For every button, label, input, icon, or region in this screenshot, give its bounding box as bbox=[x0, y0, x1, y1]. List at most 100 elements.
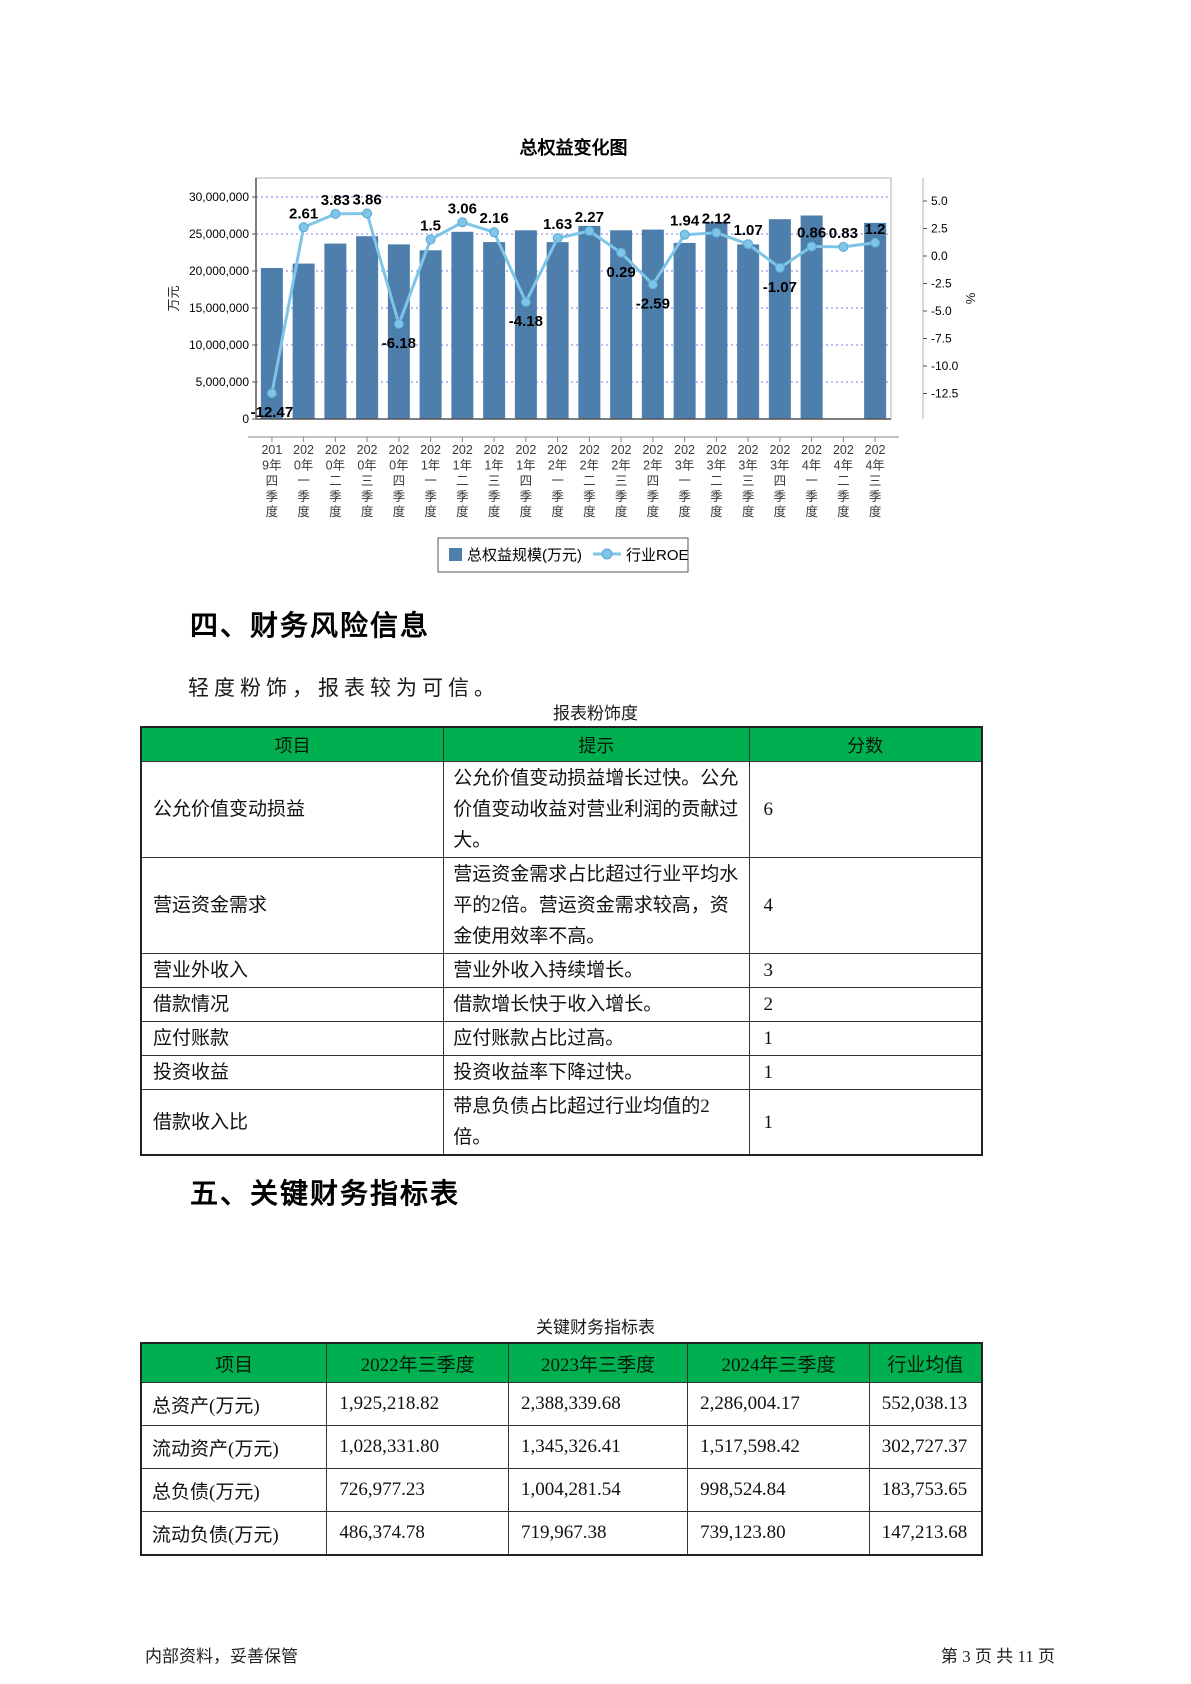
x-axis-label: 202 3年三季度 bbox=[738, 443, 759, 519]
line-point bbox=[393, 319, 404, 329]
data-label: -1.07 bbox=[763, 279, 797, 296]
data-label: 1.5 bbox=[420, 218, 441, 235]
line-point bbox=[616, 247, 627, 258]
table-cell: 2,286,004.17 bbox=[687, 1382, 870, 1426]
x-axis-label: 202 3年一季度 bbox=[674, 443, 695, 519]
right-axis-tick: -5.0 bbox=[931, 304, 952, 318]
line-point bbox=[711, 227, 722, 238]
table-cell: 739,123.80 bbox=[687, 1511, 870, 1556]
left-axis-tick: 5,000,000 bbox=[196, 375, 250, 389]
right-axis-tick: 2.5 bbox=[931, 222, 948, 236]
table-cell: 借款收入比 bbox=[140, 1089, 445, 1156]
column-header: 项目 bbox=[140, 726, 445, 762]
x-axis-label: 202 2年三季度 bbox=[611, 443, 632, 519]
chart-title: 总权益变化图 bbox=[520, 137, 628, 158]
data-label: -12.47 bbox=[251, 404, 294, 421]
data-label: 1.2 bbox=[865, 221, 886, 238]
bar bbox=[483, 242, 506, 419]
line-point bbox=[457, 217, 468, 228]
table-cell: 流动负债(万元) bbox=[140, 1511, 328, 1556]
line-point bbox=[552, 233, 563, 244]
footer-page-number: 第 3 页 共 11 页 bbox=[940, 1647, 1055, 1666]
bar bbox=[546, 242, 569, 419]
bar bbox=[641, 229, 664, 419]
line-point bbox=[298, 222, 309, 233]
table-cell: 183,753.65 bbox=[868, 1468, 983, 1512]
x-axis-label: 202 3年四季度 bbox=[769, 443, 790, 519]
table-cell: 借款增长快于收入增长。 bbox=[443, 987, 750, 1022]
line-point bbox=[743, 239, 754, 250]
data-label: -4.18 bbox=[509, 313, 543, 330]
table-row: 公允价值变动损益 公允价值变动损益增长过快。公允价值变动收益对营业利润的贡献过大。… bbox=[140, 761, 983, 858]
x-axis-label: 202 2年四季度 bbox=[642, 443, 663, 519]
data-label: -2.59 bbox=[636, 296, 670, 313]
table-row: 借款收入比 带息负债占比超过行业均值的2倍。 1 bbox=[140, 1089, 983, 1156]
x-axis-label: 202 4年二季度 bbox=[833, 443, 854, 519]
table-cell: 营运资金需求 bbox=[140, 857, 445, 954]
left-axis-tick: 0 bbox=[242, 412, 249, 426]
line-point bbox=[870, 237, 881, 248]
table-cell: 借款情况 bbox=[140, 987, 445, 1022]
data-label: 1.63 bbox=[543, 216, 572, 233]
header-row: 项目 2022年三季度 2023年三季度 2024年三季度 行业均值 bbox=[140, 1342, 983, 1383]
x-axis-label: 202 3年二季度 bbox=[706, 443, 727, 519]
bar bbox=[292, 263, 315, 419]
table-row: 营业外收入 营业外收入持续增长。 3 bbox=[140, 953, 983, 988]
x-axis-label: 202 1年一季度 bbox=[420, 443, 441, 519]
table-cell: 1,517,598.42 bbox=[687, 1425, 870, 1469]
table-cell: 4 bbox=[748, 857, 983, 954]
x-axis-label: 202 0年四季度 bbox=[388, 443, 409, 519]
table-cell: 2 bbox=[748, 987, 983, 1022]
line-point bbox=[838, 241, 849, 252]
right-axis-tick: 5.0 bbox=[931, 194, 948, 208]
right-axis-tick: -2.5 bbox=[931, 277, 952, 291]
table-row: 总资产(万元) 1,925,218.82 2,388,339.68 2,286,004… bbox=[140, 1382, 983, 1426]
table-cell: 1,345,326.41 bbox=[507, 1425, 689, 1469]
table-cell: 147,213.68 bbox=[868, 1511, 983, 1556]
x-axis-label: 202 1年四季度 bbox=[515, 443, 536, 519]
bar bbox=[673, 242, 696, 419]
footer-confidential-note: 内部资料，妥善保管 bbox=[145, 1647, 298, 1666]
key-indicators-table: 项目 2022年三季度 2023年三季度 2024年三季度 行业均值 总资产(万元) 1,9… bbox=[140, 1342, 983, 1556]
left-axis-tick: 15,000,000 bbox=[189, 301, 249, 315]
bar bbox=[800, 215, 823, 419]
x-axis-label: 202 4年三季度 bbox=[865, 443, 886, 519]
equity-change-chart: 总权益变化图 0 5,000,000 10,000,000 15,000,000 20,0… bbox=[163, 128, 1003, 588]
bar bbox=[514, 230, 537, 419]
bar bbox=[356, 236, 379, 419]
column-header: 提示 bbox=[443, 726, 750, 762]
table-cell: 1,925,218.82 bbox=[326, 1382, 509, 1426]
line-point bbox=[520, 297, 531, 307]
column-header: 2022年三季度 bbox=[326, 1342, 509, 1383]
bar bbox=[610, 230, 633, 419]
left-axis-tick: 20,000,000 bbox=[189, 264, 249, 278]
left-axis-tick: 10,000,000 bbox=[189, 338, 249, 352]
legend-bar-label: 总权益规模(万元) bbox=[467, 547, 582, 564]
data-label: 2.12 bbox=[702, 211, 731, 228]
line-point bbox=[330, 208, 341, 219]
bar bbox=[768, 219, 791, 419]
data-label: 0.86 bbox=[797, 225, 826, 242]
line-point bbox=[806, 241, 817, 252]
table-cell: 1 bbox=[748, 1089, 983, 1156]
x-axis-label: 201 9年四季度 bbox=[261, 443, 282, 519]
data-label: 0.83 bbox=[829, 225, 858, 242]
line-point bbox=[266, 388, 277, 399]
table-cell: 应付账款占比过高。 bbox=[443, 1021, 750, 1056]
data-label: 2.27 bbox=[575, 209, 604, 226]
column-header: 行业均值 bbox=[868, 1342, 983, 1383]
line-point bbox=[584, 226, 595, 236]
bar bbox=[324, 243, 347, 419]
table-cell: 552,038.13 bbox=[868, 1382, 983, 1426]
left-axis-tick: 25,000,000 bbox=[189, 227, 249, 241]
table-cell: 公允价值变动损益增长过快。公允价值变动收益对营业利润的贡献过大。 bbox=[443, 761, 750, 858]
table-cell: 公允价值变动损益 bbox=[140, 761, 445, 858]
chart-canvas: 总权益变化图 0 5,000,000 10,000,000 15,000,000 20,0… bbox=[166, 137, 978, 573]
table-cell: 应付账款 bbox=[140, 1021, 445, 1056]
bar bbox=[737, 244, 760, 419]
table-cell: 1,028,331.80 bbox=[326, 1425, 509, 1469]
roe-line bbox=[270, 212, 876, 394]
table1-caption: 报表粉饰度 bbox=[553, 704, 638, 723]
data-label: 3.06 bbox=[448, 200, 477, 217]
